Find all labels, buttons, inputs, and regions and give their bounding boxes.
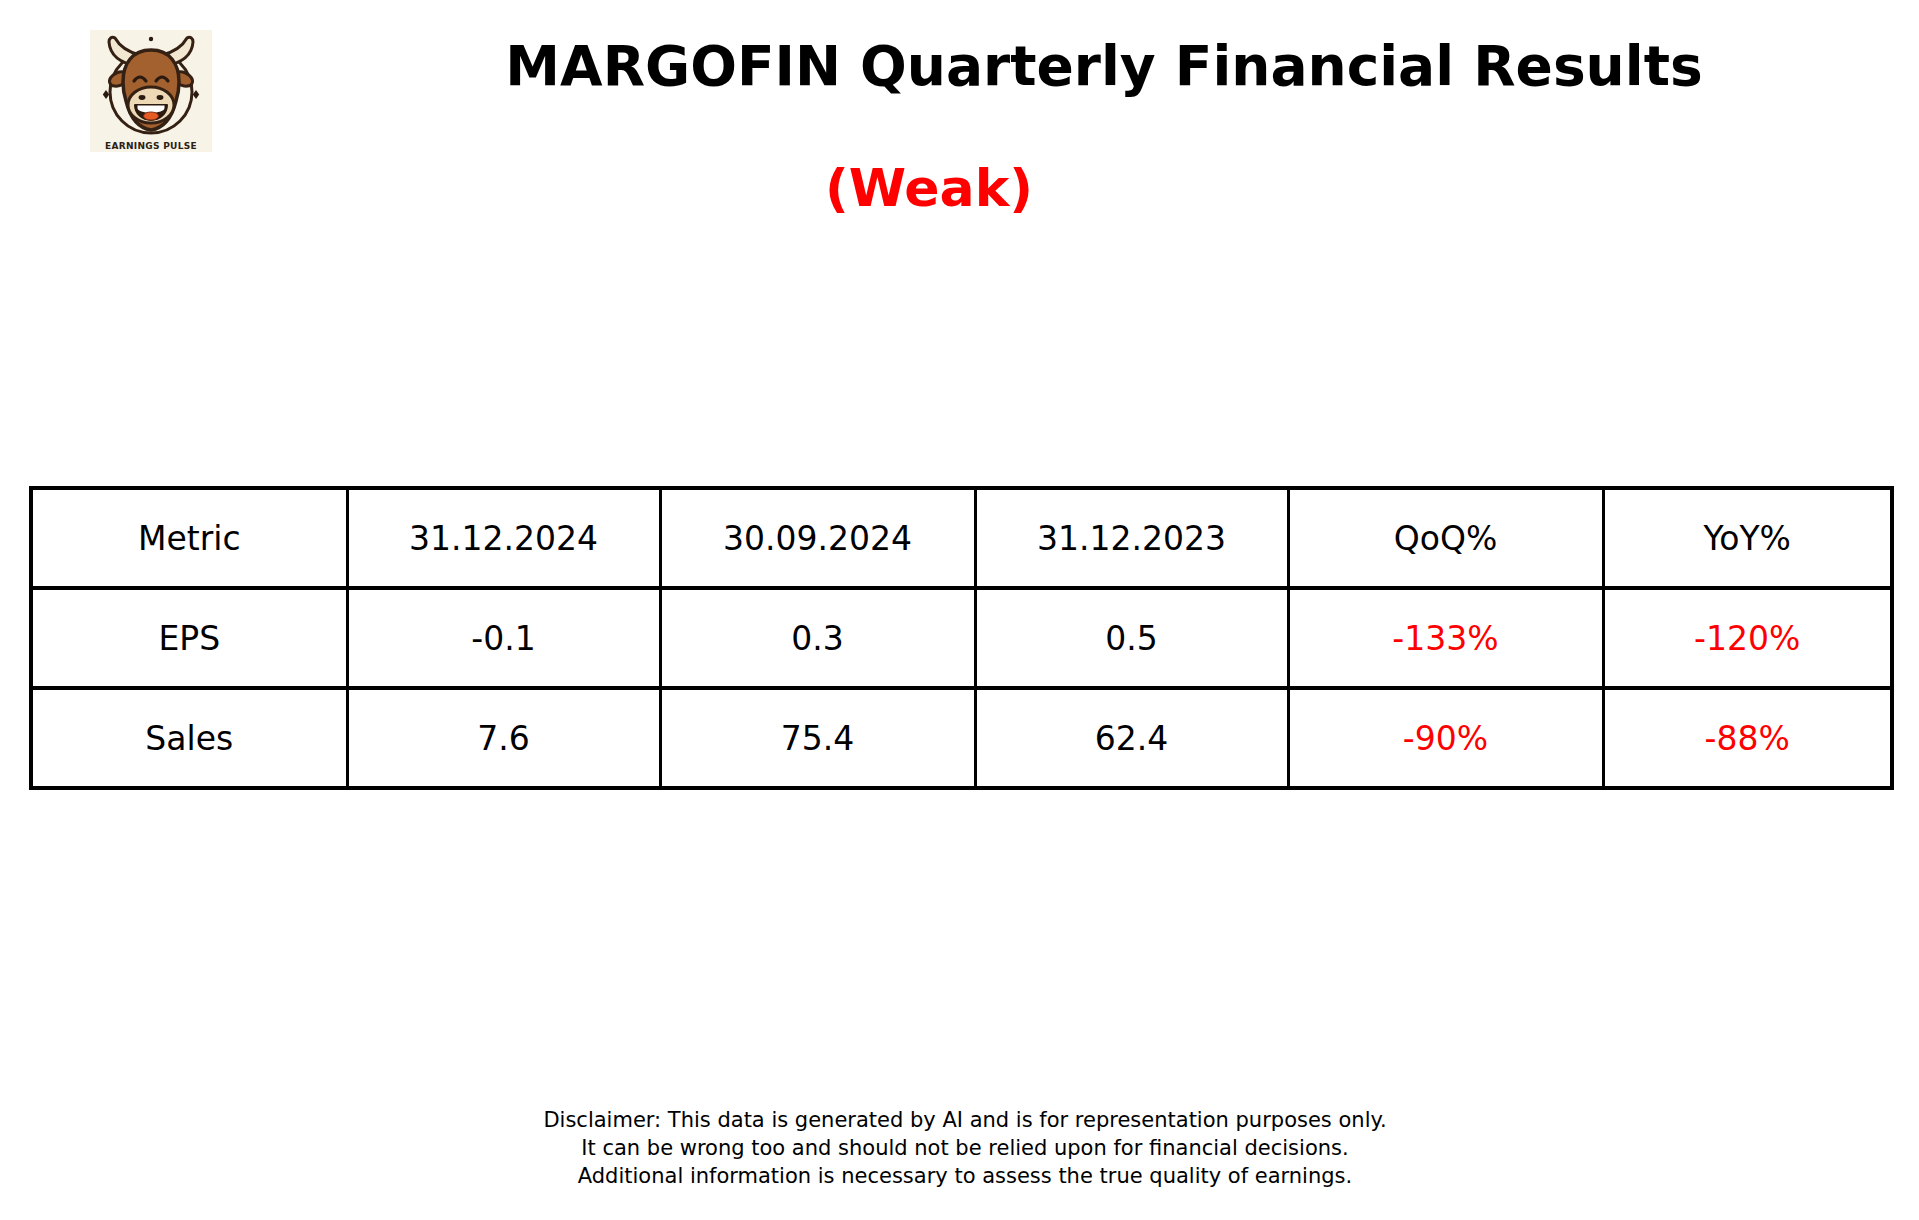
quarterly-results-table: Metric 31.12.2024 30.09.2024 31.12.2023 … bbox=[29, 486, 1894, 790]
disclaimer-line-3: Additional information is necessary to a… bbox=[543, 1162, 1386, 1190]
col-header-date-1: 31.12.2024 bbox=[347, 488, 660, 588]
table-header-row: Metric 31.12.2024 30.09.2024 31.12.2023 … bbox=[31, 488, 1892, 588]
disclaimer-line-1: Disclaimer: This data is generated by AI… bbox=[543, 1106, 1386, 1134]
bull-logo-icon: EARNINGS PULSE bbox=[90, 30, 212, 152]
sales-qoq-change: -90% bbox=[1288, 688, 1603, 788]
page-title: MARGOFIN Quarterly Financial Results bbox=[505, 36, 1702, 97]
sales-value-q3-2024: 75.4 bbox=[660, 688, 975, 788]
disclaimer-line-2: It can be wrong too and should not be re… bbox=[543, 1134, 1386, 1162]
earnings-report-card: EARNINGS PULSE MARGOFIN Quarterly Financ… bbox=[0, 0, 1919, 1220]
table-row-eps: EPS -0.1 0.3 0.5 -133% -120% bbox=[31, 588, 1892, 688]
col-header-qoq: QoQ% bbox=[1288, 488, 1603, 588]
col-header-date-3: 31.12.2023 bbox=[975, 488, 1288, 588]
eps-yoy-change: -120% bbox=[1603, 588, 1892, 688]
eps-value-q4-2024: -0.1 bbox=[347, 588, 660, 688]
verdict-label: (Weak) bbox=[825, 160, 1033, 217]
eps-value-q3-2024: 0.3 bbox=[660, 588, 975, 688]
table-row-sales: Sales 7.6 75.4 62.4 -90% -88% bbox=[31, 688, 1892, 788]
sales-yoy-change: -88% bbox=[1603, 688, 1892, 788]
logo-brand-text: EARNINGS PULSE bbox=[105, 141, 197, 151]
sales-metric-label: Sales bbox=[31, 688, 347, 788]
col-header-date-2: 30.09.2024 bbox=[660, 488, 975, 588]
col-header-yoy: YoY% bbox=[1603, 488, 1892, 588]
eps-metric-label: EPS bbox=[31, 588, 347, 688]
sales-value-q4-2023: 62.4 bbox=[975, 688, 1288, 788]
col-header-metric: Metric bbox=[31, 488, 347, 588]
earnings-pulse-logo: EARNINGS PULSE bbox=[90, 30, 212, 152]
eps-qoq-change: -133% bbox=[1288, 588, 1603, 688]
sales-value-q4-2024: 7.6 bbox=[347, 688, 660, 788]
eps-value-q4-2023: 0.5 bbox=[975, 588, 1288, 688]
disclaimer: Disclaimer: This data is generated by AI… bbox=[543, 1106, 1386, 1190]
